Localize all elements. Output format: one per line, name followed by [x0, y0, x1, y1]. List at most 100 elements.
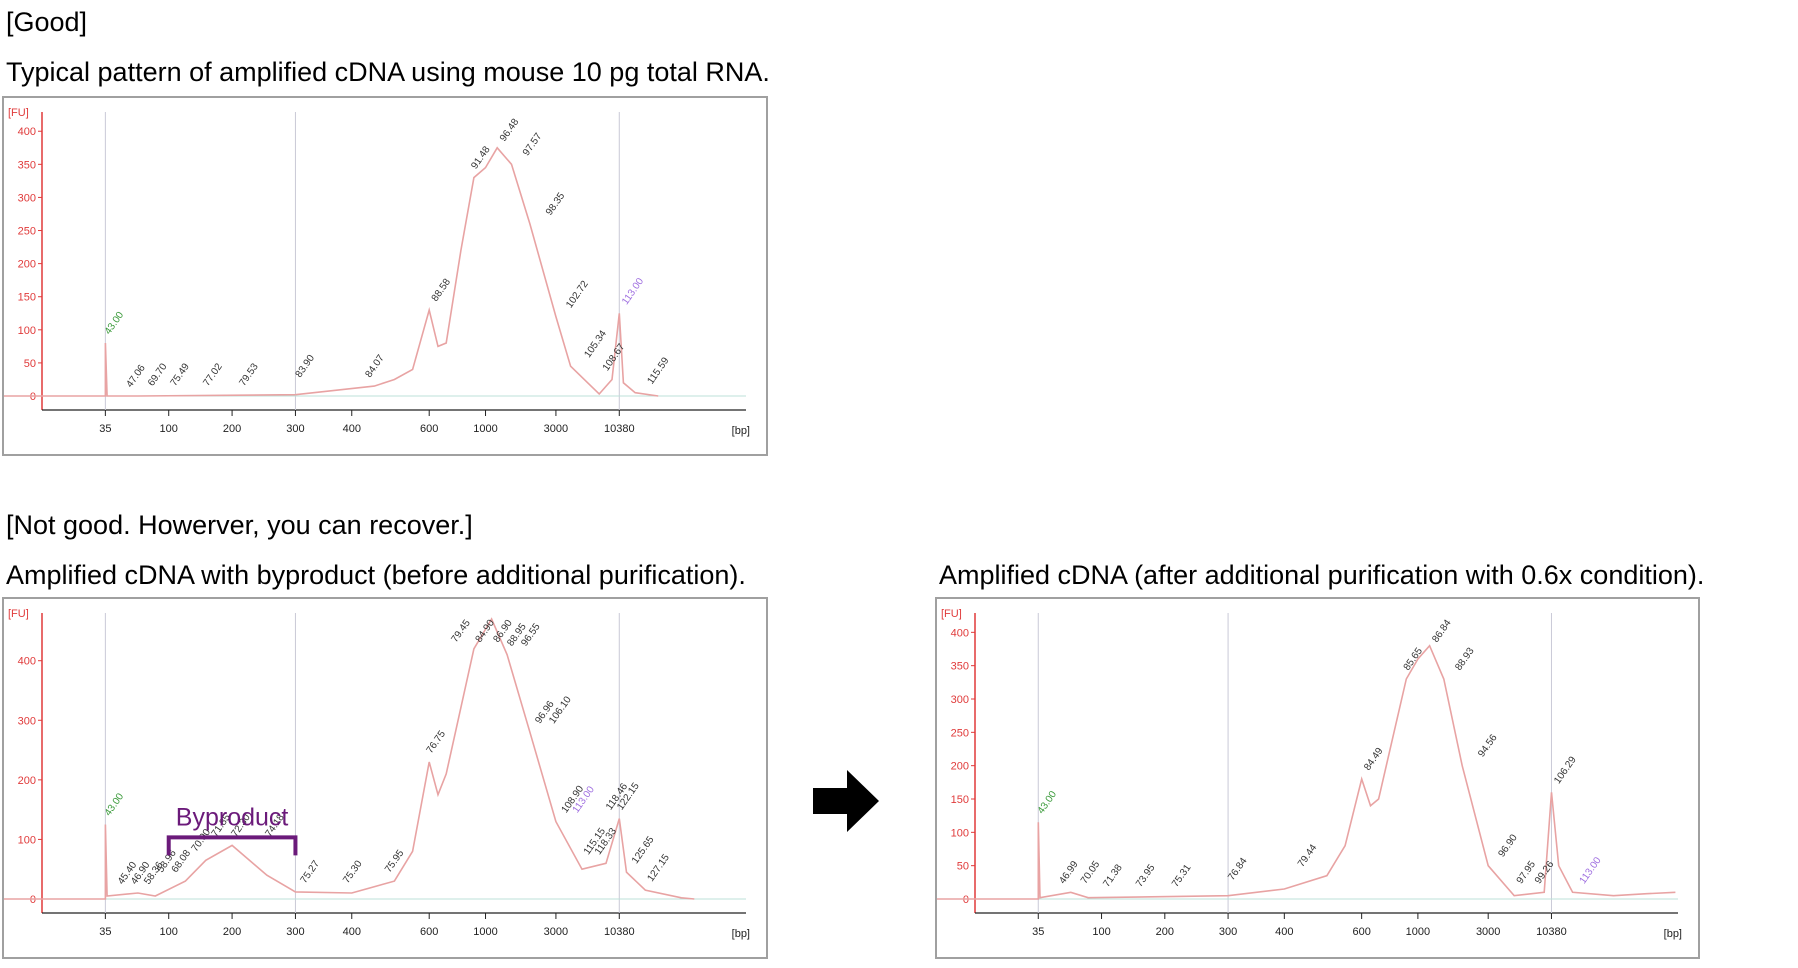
y-tick-label: 100	[951, 827, 969, 839]
y-tick-label: 300	[951, 694, 969, 706]
trace-line	[937, 644, 1676, 900]
peak-label: 85.65	[1402, 646, 1426, 673]
y-tick-label: 350	[18, 159, 36, 171]
y-tick-label: 150	[951, 794, 969, 806]
x-tick-label: 10380	[604, 423, 635, 435]
peak-label: 46.99	[1057, 859, 1081, 886]
heading-notgood: [Not good. Howerver, you can recover.]	[6, 510, 473, 540]
right-arrow-icon	[813, 770, 879, 832]
peak-label: 91.48	[469, 144, 493, 171]
peak-label: 69.70	[146, 361, 170, 388]
x-tick-label: 300	[286, 423, 304, 435]
peak-label: 88.93	[1453, 646, 1477, 673]
x-tick-label: 600	[1352, 926, 1370, 938]
x-tick-label: 300	[1219, 926, 1237, 938]
peak-label: 125.65	[630, 834, 657, 866]
peak-label: 71.38	[1101, 862, 1125, 889]
peak-label: 88.58	[430, 277, 454, 304]
x-tick-label: 200	[1156, 926, 1174, 938]
x-tick-label: 400	[1275, 926, 1293, 938]
y-tick-label: 400	[18, 126, 36, 138]
x-tick-label: 1000	[1406, 926, 1430, 938]
peak-label: 47.06	[124, 363, 148, 390]
marker-peak-label: 113.00	[620, 276, 646, 307]
ladder-peak-label: 43.00	[1036, 789, 1060, 816]
x-tick-label: 35	[99, 926, 111, 938]
peak-label: 86.84	[1430, 618, 1454, 645]
peak-label: 84.07	[363, 353, 387, 380]
chart-good: [FU] 0 50 100 150 200 250 300 350 400 35 100 200 300 4…	[2, 96, 768, 456]
y-tick-label: 150	[18, 292, 36, 304]
peak-label: 106.29	[1552, 754, 1579, 786]
heading-good: [Good]	[6, 7, 88, 37]
peak-label: 102.72	[564, 279, 591, 311]
peak-label: 108.67	[601, 341, 628, 373]
peak-label: 76.84	[1226, 856, 1250, 883]
byproduct-label: Byproduct	[176, 803, 289, 831]
x-tick-label: 600	[420, 423, 438, 435]
x-tick-label: 300	[286, 926, 304, 938]
peak-label: 75.95	[383, 848, 407, 875]
chart-good-svg: [FU] 0 50 100 150 200 250 300 350 400 35 100 200 300 4…	[4, 107, 750, 437]
y-axis-label: [FU]	[8, 608, 29, 620]
x-tick-label: 200	[223, 926, 241, 938]
heading-after-desc: Amplified cDNA (after additional purific…	[939, 560, 1705, 590]
y-tick-label: 300	[18, 715, 36, 727]
x-tick-label: 1000	[473, 423, 497, 435]
x-tick-label: 100	[160, 926, 178, 938]
y-tick-label: 300	[18, 192, 36, 204]
y-axis-label: [FU]	[8, 107, 29, 119]
y-axis-label: [FU]	[941, 608, 962, 620]
trace-line	[4, 146, 659, 397]
peak-label: 73.95	[1134, 862, 1158, 889]
y-tick-label: 0	[30, 391, 36, 403]
peak-label: 75.31	[1170, 862, 1194, 889]
x-tick-label: 3000	[1476, 926, 1500, 938]
peak-label: 105.34	[582, 328, 609, 360]
peak-label: 97.57	[521, 131, 545, 158]
x-tick-label: 400	[343, 423, 361, 435]
chart-after: [FU] 0 50 100 150 200 250 300 350 400 35 100 200 300 4…	[935, 597, 1700, 959]
chart-before-svg: [FU] 0 100 200 300 400 35 100 200 300 400 600 1000 30…	[4, 608, 750, 940]
y-tick-label: 200	[18, 259, 36, 271]
y-tick-label: 100	[18, 834, 36, 846]
x-tick-label: 400	[343, 926, 361, 938]
chart-after-svg: [FU] 0 50 100 150 200 250 300 350 400 35 100 200 300 4…	[937, 608, 1682, 940]
heading-before-desc: Amplified cDNA with byproduct (before ad…	[6, 560, 746, 590]
peak-label: 84.49	[1362, 746, 1386, 773]
byproduct-bracket	[166, 835, 298, 856]
x-tick-label: 3000	[544, 423, 568, 435]
peak-label: 96.48	[498, 117, 522, 144]
x-tick-label: 600	[420, 926, 438, 938]
x-tick-label: 35	[1032, 926, 1044, 938]
ladder-peak-label: 43.00	[103, 310, 127, 337]
x-tick-label: 35	[99, 423, 111, 435]
trace-line	[4, 617, 695, 900]
x-tick-label: 1000	[473, 926, 497, 938]
peak-label: 83.90	[294, 353, 318, 380]
x-tick-label: 100	[160, 423, 178, 435]
peak-label: 79.53	[237, 361, 261, 388]
y-tick-label: 50	[957, 861, 969, 873]
x-axis-label: [bp]	[732, 425, 750, 437]
x-axis-label: [bp]	[732, 928, 750, 940]
x-tick-label: 10380	[604, 926, 635, 938]
peak-label: 76.75	[425, 729, 449, 756]
y-tick-label: 50	[24, 358, 36, 370]
peak-label: 75.49	[169, 361, 193, 388]
peak-label: 75.27	[299, 858, 323, 885]
peak-label: 127.15	[645, 852, 672, 884]
peak-label: 75.30	[341, 858, 365, 885]
y-tick-label: 100	[18, 325, 36, 337]
peak-label: 70.05	[1079, 859, 1103, 886]
peak-label: 99.26	[1533, 859, 1557, 886]
ladder-peak-label: 43.00	[103, 791, 127, 818]
y-tick-label: 0	[963, 894, 969, 906]
peak-label: 115.59	[645, 355, 671, 386]
x-tick-label: 10380	[1536, 926, 1567, 938]
y-tick-label: 350	[951, 661, 969, 673]
peak-label: 96.90	[1496, 832, 1520, 859]
y-tick-label: 400	[951, 627, 969, 639]
x-tick-label: 3000	[544, 926, 568, 938]
marker-peak-label: 113.00	[1578, 855, 1604, 886]
